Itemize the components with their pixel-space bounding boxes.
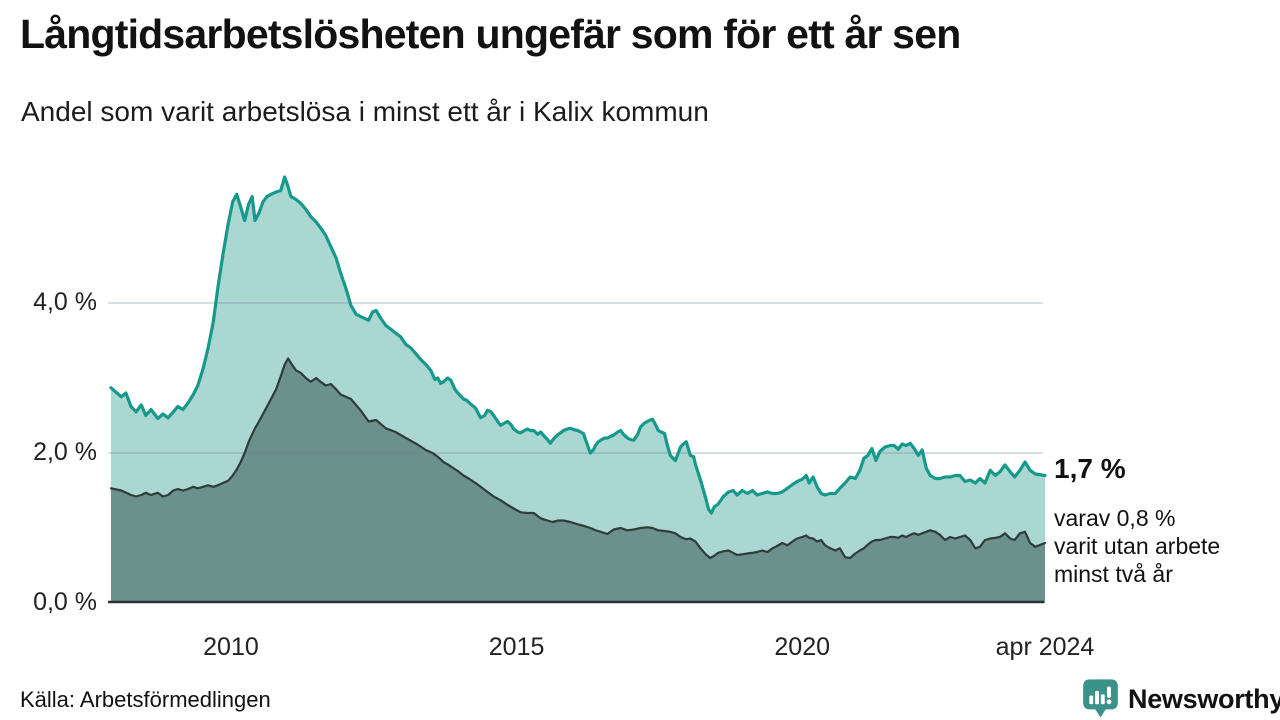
series-line-1 <box>109 357 1047 560</box>
chart-lines <box>109 175 1047 560</box>
latest-value-note: varav 0,8 % varit utan arbete minst två … <box>1054 505 1221 587</box>
newsworthy-wordmark: Newsworthy <box>1128 683 1280 714</box>
latest-value-label: 1,7 % <box>1054 453 1126 484</box>
source-label: Källa: Arbetsförmedlingen <box>20 687 271 712</box>
newsworthy-icon <box>1083 679 1118 718</box>
x-tick-label: 2015 <box>488 633 545 661</box>
page-subtitle: Andel som varit arbetslösa i minst ett å… <box>21 96 709 127</box>
series-line-0 <box>109 175 1047 515</box>
y-tick-label: 2,0 % <box>33 438 97 466</box>
x-tick-label: 2010 <box>203 633 259 661</box>
page-title: Långtidsarbetslösheten ungefär som för e… <box>20 11 961 57</box>
series-area-1 <box>111 358 1045 603</box>
x-tick-label: apr 2024 <box>995 633 1095 661</box>
x-tick-label: 2020 <box>774 633 831 661</box>
y-tick-label: 0,0 % <box>33 588 97 616</box>
chart-areas <box>111 177 1045 603</box>
y-tick-label: 4,0 % <box>33 288 97 316</box>
gridlines <box>108 302 1043 454</box>
newsworthy-logo: Newsworthy <box>1082 678 1280 720</box>
